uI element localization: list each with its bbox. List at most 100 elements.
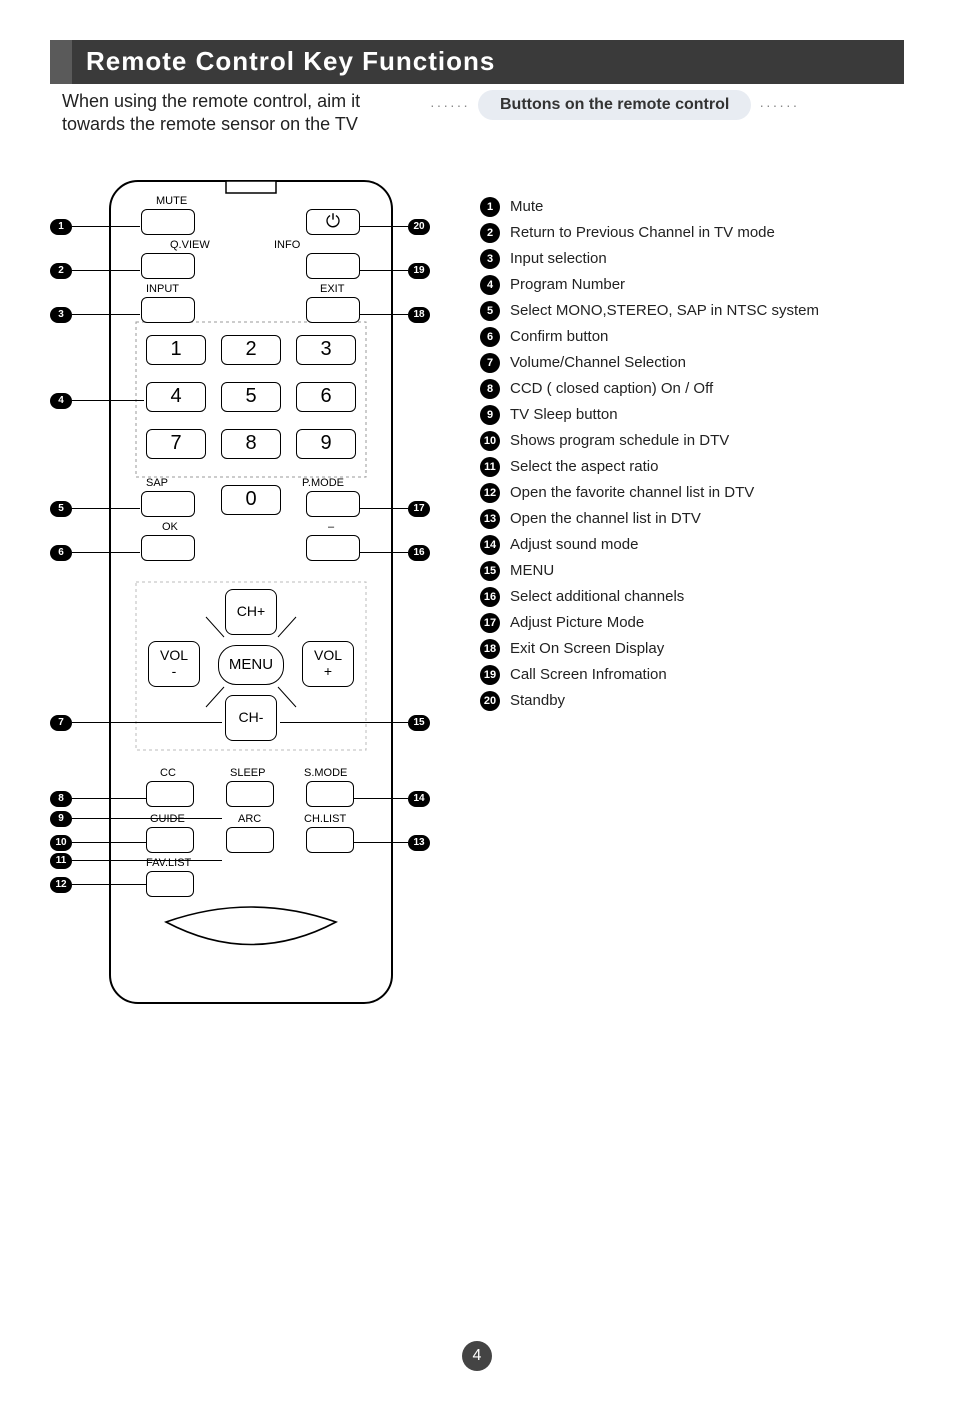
button-vol-plus[interactable]: VOL+ xyxy=(302,641,354,687)
callout-num-15: 15 xyxy=(408,715,430,731)
key-9[interactable]: 9 xyxy=(296,429,356,459)
vol-plus-a: VOL xyxy=(314,648,342,663)
legend-row: 7Volume/Channel Selection xyxy=(480,353,904,373)
button-ch-plus[interactable]: CH+ xyxy=(225,589,277,635)
title-lead xyxy=(50,40,72,84)
button-pmode[interactable] xyxy=(306,491,360,517)
legend-row: 3 Input selection xyxy=(480,249,904,269)
dots-left: ······ xyxy=(430,97,470,113)
legend-num: 10 xyxy=(480,431,500,451)
callout-num-5: 5 xyxy=(50,501,72,517)
label-pmode: P.MODE xyxy=(302,477,344,489)
vol-plus-b: + xyxy=(324,664,332,679)
legend-text: Confirm button xyxy=(510,328,608,345)
legend-num: 1 xyxy=(480,197,500,217)
button-ch-minus[interactable]: CH- xyxy=(225,695,277,741)
button-cc[interactable] xyxy=(146,781,194,807)
button-sap[interactable] xyxy=(141,491,195,517)
button-qview[interactable] xyxy=(141,253,195,279)
page-title: Remote Control Key Functions xyxy=(72,40,904,84)
legend-num: 16 xyxy=(480,587,500,607)
button-input[interactable] xyxy=(141,297,195,323)
callout-16: 16 xyxy=(360,545,430,561)
key-1[interactable]: 1 xyxy=(146,335,206,365)
remote-column: MUTE ⏻ Q.VIEW INFO INPUT EXIT 1 2 3 xyxy=(50,177,430,1007)
key-6[interactable]: 6 xyxy=(296,382,356,412)
key-2[interactable]: 2 xyxy=(221,335,281,365)
callout-11: 11 xyxy=(50,853,222,869)
button-ok[interactable] xyxy=(141,535,195,561)
vol-minus-b: - xyxy=(172,664,177,679)
callout-num-1: 1 xyxy=(50,219,72,235)
legend-column: 1 Mute 2Return to Previous Channel in TV m… xyxy=(480,177,904,1007)
legend-row: 9 TV Sleep button xyxy=(480,405,904,425)
key-7[interactable]: 7 xyxy=(146,429,206,459)
callout-13: 13 xyxy=(354,835,430,851)
legend-row: 17Adjust Picture Mode xyxy=(480,613,904,633)
legend-text: TV Sleep button xyxy=(510,406,618,423)
button-info[interactable] xyxy=(306,253,360,279)
legend-num: 12 xyxy=(480,483,500,503)
callout-num-4: 4 xyxy=(50,393,72,409)
label-sap: SAP xyxy=(146,477,168,489)
label-cc: CC xyxy=(160,767,176,779)
title-bar: Remote Control Key Functions xyxy=(50,40,904,84)
legend-row: 14Adjust sound mode xyxy=(480,535,904,555)
button-vol-minus[interactable]: VOL- xyxy=(148,641,200,687)
legend-text: Shows program schedule in DTV xyxy=(510,432,729,449)
legend-row: 2Return to Previous Channel in TV mode xyxy=(480,223,904,243)
legend-row: 18Exit On Screen Display xyxy=(480,639,904,659)
callout-num-18: 18 xyxy=(408,307,430,323)
callout-3: 3 xyxy=(50,307,140,323)
button-menu[interactable]: MENU xyxy=(218,645,284,685)
legend-text: Mute xyxy=(510,198,543,215)
callout-num-10: 10 xyxy=(50,835,72,851)
key-4[interactable]: 4 xyxy=(146,382,206,412)
legend-row: 5Select MONO,STEREO, SAP in NTSC system xyxy=(480,301,904,321)
button-smode[interactable] xyxy=(306,781,354,807)
legend-num: 6 xyxy=(480,327,500,347)
button-guide[interactable] xyxy=(146,827,194,853)
button-mute[interactable] xyxy=(141,209,195,235)
label-mute: MUTE xyxy=(156,195,187,207)
callout-4: 4 xyxy=(50,393,144,409)
key-8[interactable]: 8 xyxy=(221,429,281,459)
button-favlist[interactable] xyxy=(146,871,194,897)
button-power[interactable]: ⏻ xyxy=(306,209,360,235)
legend-num: 9 xyxy=(480,405,500,425)
callout-19: 19 xyxy=(360,263,430,279)
button-chlist[interactable] xyxy=(306,827,354,853)
legend-row: 4 Program Number xyxy=(480,275,904,295)
button-sleep[interactable] xyxy=(226,781,274,807)
callout-8: 8 xyxy=(50,791,146,807)
legend-row: 8CCD ( closed caption) On / Off xyxy=(480,379,904,399)
label-arc: ARC xyxy=(238,813,261,825)
callout-18: 18 xyxy=(360,307,430,323)
callout-num-7: 7 xyxy=(50,715,72,731)
key-0[interactable]: 0 xyxy=(221,485,281,515)
subtitle-row: When using the remote control, aim it to… xyxy=(50,90,904,137)
button-exit[interactable] xyxy=(306,297,360,323)
callout-17: 17 xyxy=(360,501,430,517)
legend-num: 3 xyxy=(480,249,500,269)
legend-row: 15MENU xyxy=(480,561,904,581)
legend-text: Volume/Channel Selection xyxy=(510,354,686,371)
vol-minus-a: VOL xyxy=(160,648,188,663)
label-exit: EXIT xyxy=(320,283,344,295)
legend-num: 13 xyxy=(480,509,500,529)
button-dash[interactable] xyxy=(306,535,360,561)
legend-text: Standby xyxy=(510,692,565,709)
legend-text: Program Number xyxy=(510,276,625,293)
button-arc[interactable] xyxy=(226,827,274,853)
callout-num-17: 17 xyxy=(408,501,430,517)
callout-20: 20 xyxy=(360,219,430,235)
key-3[interactable]: 3 xyxy=(296,335,356,365)
remote-diagram: MUTE ⏻ Q.VIEW INFO INPUT EXIT 1 2 3 xyxy=(106,177,396,1007)
legend-num: 11 xyxy=(480,457,500,477)
legend-text: Input selection xyxy=(510,250,607,267)
callout-7: 7 xyxy=(50,715,222,731)
callout-num-2: 2 xyxy=(50,263,72,279)
key-5[interactable]: 5 xyxy=(221,382,281,412)
legend-num: 4 xyxy=(480,275,500,295)
legend-row: 20Standby xyxy=(480,691,904,711)
